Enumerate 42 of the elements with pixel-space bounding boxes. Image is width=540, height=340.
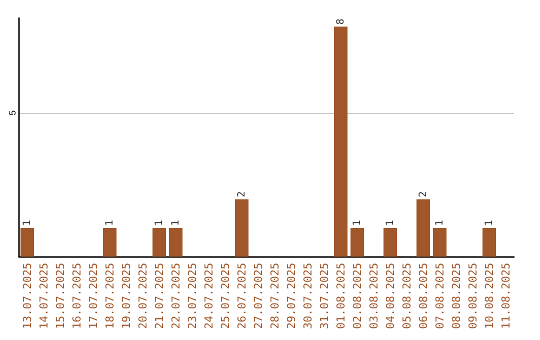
x-tick-label: 01.08.2025 xyxy=(334,262,348,330)
x-tick-label: 14.07.2025 xyxy=(37,262,50,330)
x-tick-label: 11.08.2025 xyxy=(499,262,512,330)
x-tick-label: 15.07.2025 xyxy=(54,262,67,330)
x-tick-label: 29.07.2025 xyxy=(284,262,298,330)
data-label: 1 xyxy=(104,220,116,226)
x-tick-label: 20.07.2025 xyxy=(136,262,150,330)
y-tick-label: 5 xyxy=(8,110,18,116)
data-label: 1 xyxy=(352,220,363,226)
x-tick-label: 30.07.2025 xyxy=(301,262,314,330)
x-tick-label: 27.07.2025 xyxy=(252,262,265,330)
x-tick-label: 18.07.2025 xyxy=(103,262,116,330)
x-tick-label: 25.07.2025 xyxy=(218,262,232,330)
x-tick-label: 19.07.2025 xyxy=(120,262,133,330)
data-label: 2 xyxy=(236,191,248,198)
data-label: 1 xyxy=(434,220,446,226)
x-tick-label: 21.07.2025 xyxy=(152,262,166,330)
x-tick-label: 17.07.2025 xyxy=(86,262,100,330)
x-tick-label: 23.07.2025 xyxy=(186,262,199,330)
x-tick-label: 26.07.2025 xyxy=(235,262,248,330)
x-tick-label: 05.08.2025 xyxy=(400,262,414,330)
data-label: 1 xyxy=(484,220,495,226)
data-label: 1 xyxy=(170,220,182,226)
x-tick-label: 03.08.2025 xyxy=(367,262,380,330)
x-tick-label: 16.07.2025 xyxy=(70,262,84,330)
data-label: 1 xyxy=(384,220,396,226)
x-tick-label: 08.08.2025 xyxy=(450,262,463,330)
x-tick-label: 07.08.2025 xyxy=(433,262,446,330)
data-label: 2 xyxy=(418,191,429,198)
data-label: 1 xyxy=(22,220,33,226)
x-tick-label: 22.07.2025 xyxy=(169,262,182,330)
x-tick-label: 04.08.2025 xyxy=(384,262,397,330)
x-tick-label: 28.07.2025 xyxy=(268,262,282,330)
x-tick-label: 06.08.2025 xyxy=(416,262,430,330)
x-tick-label: 10.08.2025 xyxy=(482,262,496,330)
data-label: 8 xyxy=(335,18,346,25)
x-tick-label: 24.07.2025 xyxy=(202,262,216,330)
x-tick-label: 09.08.2025 xyxy=(466,262,480,330)
x-tick-label: 31.07.2025 xyxy=(318,262,331,330)
x-tick-label: 02.08.2025 xyxy=(350,262,364,330)
data-label: 1 xyxy=(154,220,165,226)
x-tick-label: 13.07.2025 xyxy=(20,262,34,330)
